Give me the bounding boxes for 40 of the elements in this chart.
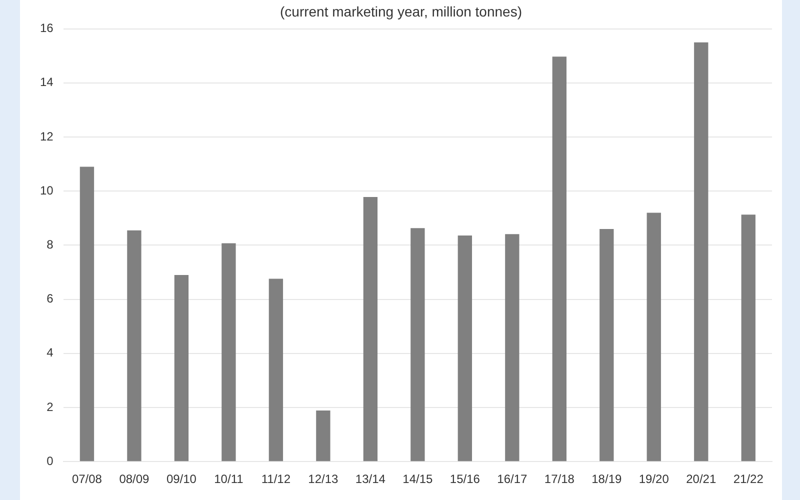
x-tick-label: 11/12 — [261, 472, 291, 486]
x-tick-label: 17/18 — [544, 472, 575, 486]
bar — [552, 56, 566, 462]
y-tick-label: 10 — [40, 183, 54, 198]
bar — [410, 228, 425, 462]
bar — [505, 234, 520, 462]
chart-subtitle: (current marketing year, million tonnes) — [280, 3, 522, 20]
y-tick-label: 0 — [46, 454, 54, 468]
y-tick-label: 4 — [46, 346, 54, 360]
bar — [80, 166, 94, 462]
x-tick-label: 07/08 — [72, 472, 102, 486]
bar — [222, 243, 236, 462]
x-tick-label: 16/17 — [497, 472, 528, 486]
bar — [600, 228, 614, 462]
y-tick-label: 14 — [40, 75, 54, 90]
x-tick-label: 08/09 — [119, 472, 150, 486]
bar — [316, 410, 330, 462]
y-tick-label: 16 — [40, 21, 54, 36]
x-tick-label: 09/10 — [166, 472, 197, 486]
y-tick-label: 12 — [40, 129, 54, 144]
y-tick-label: 6 — [46, 292, 54, 306]
bar — [458, 235, 472, 462]
bar — [268, 278, 284, 462]
x-tick-label: 15/16 — [450, 472, 480, 486]
bar — [174, 274, 189, 462]
y-tick-label: 2 — [46, 400, 54, 414]
x-tick-label: 14/15 — [402, 472, 434, 486]
x-tick-label: 13/14 — [355, 472, 386, 486]
x-tick-label: 20/21 — [686, 472, 716, 486]
x-tick-label: 18/19 — [592, 472, 622, 486]
bar — [646, 212, 661, 462]
y-tick-label: 8 — [46, 238, 54, 252]
x-tick-label: 19/20 — [638, 472, 670, 486]
bar — [694, 42, 708, 462]
bar — [363, 197, 378, 462]
bar — [741, 214, 756, 462]
x-tick-label: 12/13 — [308, 472, 339, 486]
x-tick-label: 10/11 — [214, 472, 244, 486]
bar — [127, 230, 142, 462]
x-tick-label: 21/22 — [733, 472, 764, 486]
